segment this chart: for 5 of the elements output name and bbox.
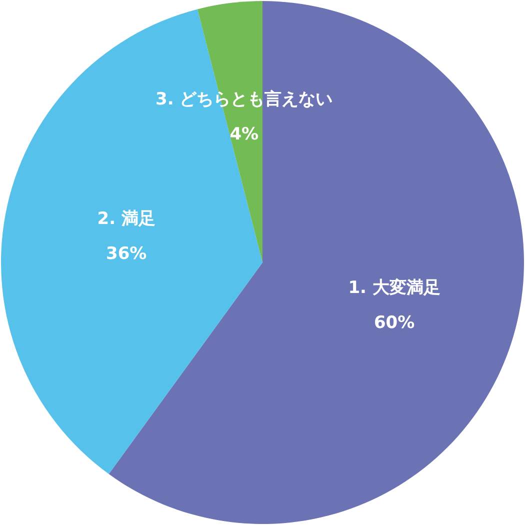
slice-label: 2. 満足 [97,208,156,229]
slice-label: 1. 大変満足 [348,278,440,298]
data-label: 36% [106,244,147,264]
data-label: 4% [230,124,259,145]
data-label: 60% [374,312,415,333]
